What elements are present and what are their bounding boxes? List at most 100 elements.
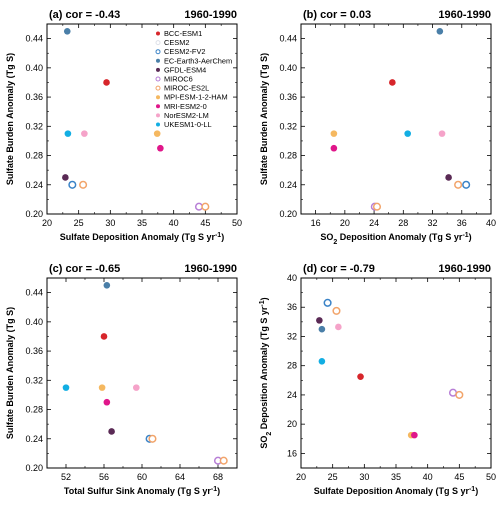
y-tick-label: 24 bbox=[287, 390, 297, 400]
legend-entry: MIROC-ES2L bbox=[164, 84, 209, 93]
y-tick-label: 32 bbox=[287, 331, 297, 341]
y-tick-label: 0.40 bbox=[25, 63, 43, 73]
legend-marker bbox=[156, 67, 160, 72]
period-label: 1960-1990 bbox=[184, 263, 237, 275]
y-tick-label: 0.24 bbox=[25, 434, 43, 444]
x-tick-label: 32 bbox=[428, 218, 438, 228]
point-miroc-es2l bbox=[372, 202, 382, 211]
y-tick-label: 0.36 bbox=[25, 92, 43, 102]
x-axis-label: SO2 Deposition Anomaly (Tg S yr-1) bbox=[320, 232, 471, 246]
period-label: 1960-1990 bbox=[184, 9, 237, 21]
x-axis-label: Total Sulfur Sink Anomaly (Tg S yr-1) bbox=[64, 486, 220, 497]
point-bcc-esm1 bbox=[100, 333, 108, 340]
point-miroc-es2l bbox=[79, 180, 88, 189]
y-tick-label: 0.24 bbox=[25, 180, 43, 190]
x-tick-label: 56 bbox=[99, 472, 109, 482]
legend-entry: CESM2 bbox=[164, 38, 189, 47]
x-tick-label: 64 bbox=[175, 472, 185, 482]
legend-marker bbox=[155, 40, 161, 46]
point-miroc-es2l bbox=[201, 202, 210, 211]
x-tick-label: 20 bbox=[340, 218, 350, 228]
y-tick-label: 0.44 bbox=[25, 34, 43, 44]
y-tick-label: 0.20 bbox=[279, 209, 297, 219]
point-mri-esm2-0 bbox=[157, 144, 164, 152]
point-ukesm1-0-ll bbox=[64, 130, 72, 137]
point-mpi-esm-1-2-ham bbox=[330, 130, 338, 137]
point-mri-esm2-0 bbox=[411, 431, 418, 439]
x-tick-label: 28 bbox=[398, 218, 408, 228]
legend-entry: BCC-ESM1 bbox=[164, 29, 202, 38]
point-miroc-es2l bbox=[454, 180, 463, 189]
x-tick-label: 60 bbox=[137, 472, 147, 482]
point-mri-esm2-0 bbox=[330, 144, 338, 152]
point-noresm2-lm bbox=[133, 384, 140, 391]
x-tick-label: 40 bbox=[423, 472, 433, 482]
y-tick-label: 20 bbox=[287, 419, 297, 429]
legend-entry: CESM2-FV2 bbox=[164, 47, 205, 56]
panel-a: (a) cor = -0.43 1960-1990 20 25 30 35 40 45 50 0.… bbox=[5, 9, 242, 242]
plot-frame bbox=[46, 277, 238, 469]
point-ukesm1-0-ll bbox=[404, 130, 411, 137]
point-bcc-esm1 bbox=[357, 373, 364, 380]
plot-frame bbox=[300, 23, 492, 215]
x-tick-label: 16 bbox=[311, 218, 321, 228]
plot-frame bbox=[300, 277, 492, 469]
point-miroc-es2l bbox=[148, 434, 157, 443]
y-tick-label: 0.36 bbox=[279, 92, 297, 102]
y-tick-label: 0.32 bbox=[25, 375, 43, 385]
y-tick-label: 0.24 bbox=[279, 180, 297, 190]
point-noresm2-lm bbox=[81, 130, 88, 137]
y-tick-label: 0.36 bbox=[25, 346, 43, 356]
point-gfdl-esm4 bbox=[108, 428, 115, 435]
x-tick-label: 35 bbox=[137, 218, 147, 228]
x-tick-label: 30 bbox=[359, 472, 369, 482]
y-tick-label: 0.40 bbox=[279, 63, 297, 73]
point-miroc-es2l bbox=[455, 390, 464, 399]
panel-b: (b) cor = 0.03 1960-1990 16 20 24 28 32 36 40 0.2… bbox=[259, 9, 496, 246]
point-mpi-esm-1-2-ham bbox=[98, 384, 106, 391]
y-axis-label: Sulfate Burden Anomaly (Tg S) bbox=[5, 307, 15, 439]
x-tick-label: 50 bbox=[232, 218, 242, 228]
y-tick-label: 28 bbox=[287, 361, 297, 371]
point-ec-earth3-aerchem bbox=[318, 325, 326, 333]
panel-label: (b) cor = 0.03 bbox=[303, 9, 371, 21]
legend-marker bbox=[156, 104, 160, 109]
y-tick-label: 36 bbox=[287, 302, 297, 312]
x-tick-label: 36 bbox=[457, 218, 467, 228]
y-tick-label: 0.32 bbox=[25, 121, 43, 131]
legend-marker bbox=[155, 76, 161, 82]
panel-label: (d) cor = -0.79 bbox=[303, 263, 375, 275]
x-tick-label: 68 bbox=[213, 472, 223, 482]
point-gfdl-esm4 bbox=[316, 317, 323, 324]
legend: BCC-ESM1CESM2CESM2-FV2EC-Earth3-AerChemG… bbox=[155, 29, 232, 129]
point-mpi-esm-1-2-ham bbox=[153, 130, 161, 137]
legend-entry: UKESM1-0-LL bbox=[164, 120, 212, 129]
x-tick-label: 40 bbox=[486, 218, 496, 228]
point-gfdl-esm4 bbox=[445, 174, 452, 181]
y-tick-label: 16 bbox=[287, 448, 297, 458]
y-tick-label: 0.44 bbox=[279, 34, 297, 44]
point-bcc-esm1 bbox=[103, 79, 110, 86]
y-axis-label: SO2 Deposition Anomaly (Tg S yr-1) bbox=[259, 297, 273, 448]
y-tick-label: 0.40 bbox=[25, 317, 43, 327]
legend-entry: MIROC6 bbox=[164, 75, 193, 84]
point-miroc-es2l bbox=[332, 306, 341, 315]
point-cesm2-fv2 bbox=[68, 180, 77, 189]
x-tick-label: 25 bbox=[328, 472, 338, 482]
panel-label: (a) cor = -0.43 bbox=[49, 9, 120, 21]
y-tick-label: 0.20 bbox=[25, 463, 43, 473]
x-tick-label: 45 bbox=[200, 218, 210, 228]
y-tick-label: 40 bbox=[287, 273, 297, 283]
x-tick-label: 30 bbox=[105, 218, 115, 228]
period-label: 1960-1990 bbox=[438, 263, 491, 275]
y-tick-label: 0.28 bbox=[25, 151, 43, 161]
legend-entry: GFDL-ESM4 bbox=[164, 65, 206, 74]
point-mri-esm2-0 bbox=[103, 398, 111, 406]
legend-entry: NorESM2-LM bbox=[164, 111, 209, 120]
y-tick-label: 0.20 bbox=[25, 209, 43, 219]
y-tick-label: 0.32 bbox=[279, 121, 297, 131]
legend-marker bbox=[156, 113, 160, 118]
legend-marker bbox=[156, 95, 160, 100]
panel-d: (d) cor = -0.79 1960-1990 20 25 30 35 40 45 50 16… bbox=[259, 263, 497, 496]
x-tick-label: 45 bbox=[454, 472, 464, 482]
